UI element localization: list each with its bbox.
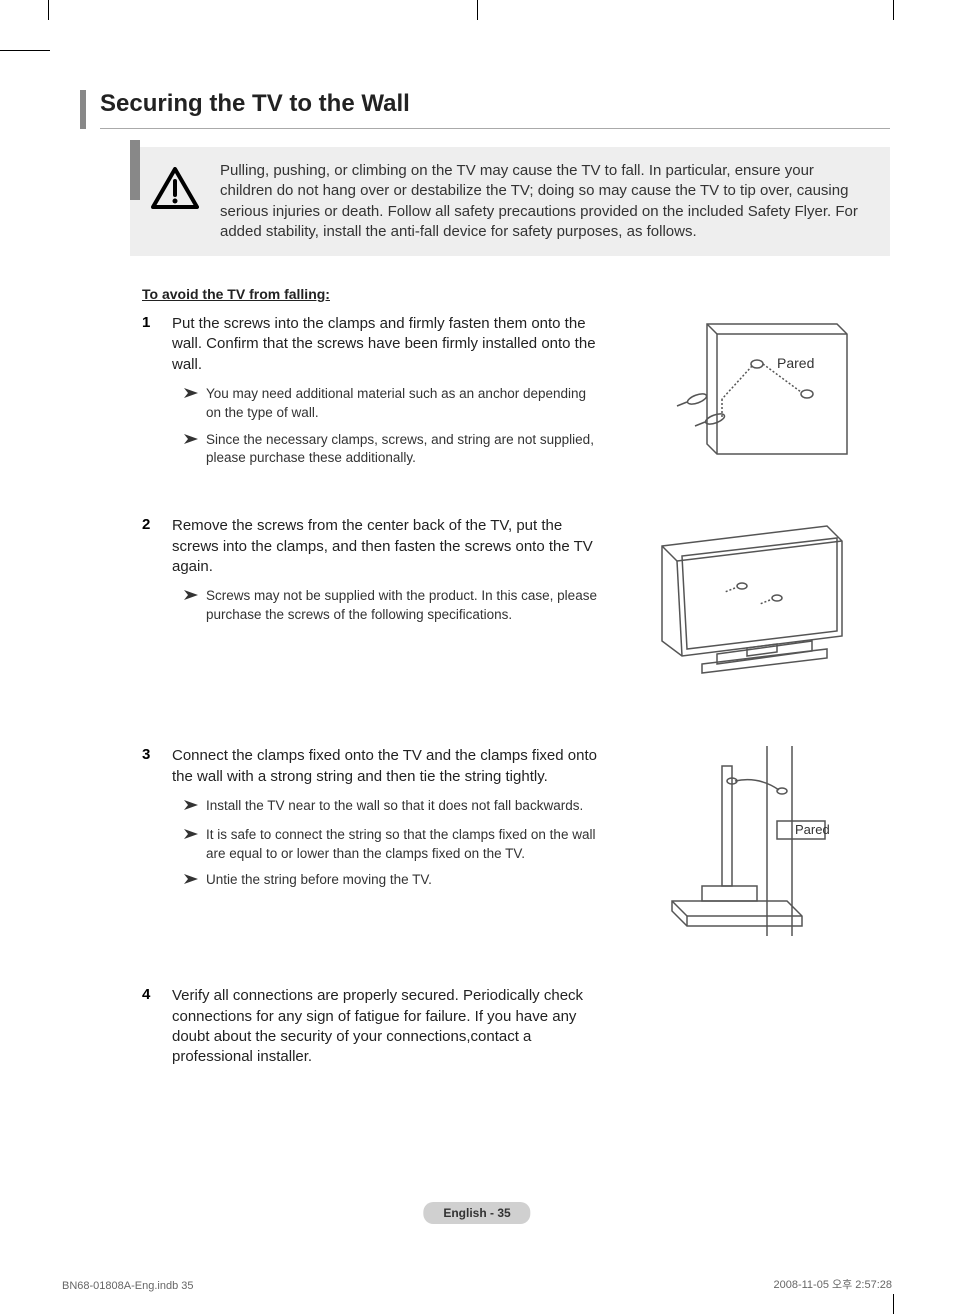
arrow-icon [184, 871, 206, 892]
warning-text: Pulling, pushing, or climbing on the TV … [220, 161, 870, 242]
section-heading: To avoid the TV from falling: [142, 286, 890, 302]
arrow-icon [184, 587, 206, 608]
step-sub-item: Install the TV near to the wall so that … [184, 797, 602, 818]
title-block: Securing the TV to the Wall [80, 90, 890, 129]
figure-label: Pared [795, 822, 830, 837]
page-content: Securing the TV to the Wall Pulling, pus… [80, 90, 890, 1117]
step-sub-text: Screws may not be supplied with the prod… [206, 587, 602, 625]
step-main-text: Verify all connections are properly secu… [172, 986, 602, 1067]
step-sub-item: You may need additional material such as… [184, 385, 602, 423]
step-sub-item: It is safe to connect the string so that… [184, 826, 602, 864]
figure-tv-wall-string: Pared [642, 746, 862, 946]
step-2: 2 Remove the screws from the center back… [142, 516, 890, 686]
step-3: 3 Connect the clamps fixed onto the TV a… [142, 746, 890, 946]
step-sub-text: You may need additional material such as… [206, 385, 602, 423]
step-sub-item: Screws may not be supplied with the prod… [184, 587, 602, 625]
step-sub-item: Untie the string before moving the TV. [184, 871, 602, 892]
title-accent-bar [80, 90, 86, 129]
step-sub-text: Untie the string before moving the TV. [206, 871, 602, 890]
step-main-text: Connect the clamps fixed onto the TV and… [172, 746, 602, 787]
step-main-text: Put the screws into the clamps and firml… [172, 314, 602, 375]
step-number: 3 [142, 746, 172, 900]
crop-mark [0, 50, 50, 51]
title-content: Securing the TV to the Wall [100, 90, 890, 129]
crop-mark [893, 0, 894, 20]
side-accent-tab [130, 140, 140, 200]
figure-wall-clamps: Pared [642, 314, 862, 474]
page-title: Securing the TV to the Wall [100, 90, 890, 118]
arrow-icon [184, 826, 206, 847]
step-number: 2 [142, 516, 172, 633]
arrow-icon [184, 385, 206, 406]
step-sub-text: Since the necessary clamps, screws, and … [206, 431, 602, 469]
step-main-text: Remove the screws from the center back o… [172, 516, 602, 577]
crop-mark [893, 1294, 894, 1314]
step-sub-text: Install the TV near to the wall so that … [206, 797, 602, 816]
step-sub-text: It is safe to connect the string so that… [206, 826, 602, 864]
arrow-icon [184, 431, 206, 452]
crop-mark [477, 0, 478, 20]
warning-icon [150, 161, 200, 211]
step-number: 4 [142, 986, 172, 1077]
crop-mark [48, 0, 49, 20]
arrow-icon [184, 797, 206, 818]
footer-file-info: BN68-01808A-Eng.indb 35 [62, 1280, 193, 1292]
step-4: 4 Verify all connections are properly se… [142, 986, 890, 1077]
warning-callout: Pulling, pushing, or climbing on the TV … [130, 147, 890, 256]
page-number-badge: English - 35 [423, 1202, 530, 1224]
step-sub-item: Since the necessary clamps, screws, and … [184, 431, 602, 469]
step-number: 1 [142, 314, 172, 476]
figure-tv-back [642, 516, 862, 686]
step-1: 1 Put the screws into the clamps and fir… [142, 314, 890, 476]
footer-timestamp: 2008-11-05 오후 2:57:28 [773, 1276, 892, 1292]
figure-label: Pared [777, 355, 814, 371]
